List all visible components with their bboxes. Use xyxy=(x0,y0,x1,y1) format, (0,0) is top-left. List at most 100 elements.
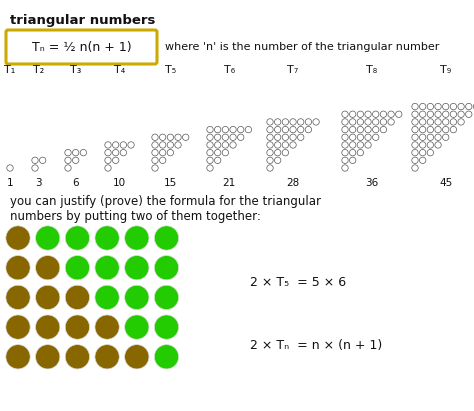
Circle shape xyxy=(365,142,371,148)
Circle shape xyxy=(222,134,228,141)
Circle shape xyxy=(412,127,418,133)
Circle shape xyxy=(230,142,236,148)
Circle shape xyxy=(465,111,472,118)
Circle shape xyxy=(357,127,364,133)
Circle shape xyxy=(155,226,179,250)
Circle shape xyxy=(267,119,273,125)
Circle shape xyxy=(159,142,166,148)
Text: 21: 21 xyxy=(223,178,236,188)
Circle shape xyxy=(342,157,348,164)
Circle shape xyxy=(6,285,30,309)
Circle shape xyxy=(112,150,119,156)
Circle shape xyxy=(419,157,426,164)
Circle shape xyxy=(435,103,441,110)
Circle shape xyxy=(298,134,304,141)
Circle shape xyxy=(274,119,281,125)
Circle shape xyxy=(155,256,179,280)
Circle shape xyxy=(349,134,356,141)
Circle shape xyxy=(349,142,356,148)
Text: T₆: T₆ xyxy=(224,65,235,75)
Circle shape xyxy=(458,111,464,118)
Circle shape xyxy=(388,119,394,125)
Circle shape xyxy=(342,111,348,118)
Circle shape xyxy=(207,150,213,156)
Circle shape xyxy=(32,165,38,171)
Circle shape xyxy=(65,157,71,164)
Text: where 'n' is the number of the triangular number: where 'n' is the number of the triangula… xyxy=(165,42,439,52)
Circle shape xyxy=(342,134,348,141)
Circle shape xyxy=(159,157,166,164)
Circle shape xyxy=(290,127,296,133)
Circle shape xyxy=(342,119,348,125)
Circle shape xyxy=(290,119,296,125)
Circle shape xyxy=(342,150,348,156)
Circle shape xyxy=(65,150,71,156)
Circle shape xyxy=(36,256,60,280)
Circle shape xyxy=(357,150,364,156)
Circle shape xyxy=(7,165,13,171)
Circle shape xyxy=(167,142,173,148)
Circle shape xyxy=(357,142,364,148)
Circle shape xyxy=(458,103,464,110)
Circle shape xyxy=(65,285,90,309)
Circle shape xyxy=(419,127,426,133)
Circle shape xyxy=(443,103,449,110)
Circle shape xyxy=(36,345,60,369)
Circle shape xyxy=(349,150,356,156)
Circle shape xyxy=(282,127,289,133)
Circle shape xyxy=(427,134,434,141)
Circle shape xyxy=(152,157,158,164)
Text: 2 × Tₙ  = n × (n + 1): 2 × Tₙ = n × (n + 1) xyxy=(250,339,382,351)
Circle shape xyxy=(6,345,30,369)
Circle shape xyxy=(214,127,221,133)
Circle shape xyxy=(230,127,236,133)
Text: 28: 28 xyxy=(286,178,300,188)
Circle shape xyxy=(313,119,319,125)
Circle shape xyxy=(443,119,449,125)
Circle shape xyxy=(267,127,273,133)
Circle shape xyxy=(155,285,179,309)
Circle shape xyxy=(120,142,127,148)
Circle shape xyxy=(95,256,119,280)
Circle shape xyxy=(373,111,379,118)
Circle shape xyxy=(65,256,90,280)
Circle shape xyxy=(419,119,426,125)
Circle shape xyxy=(274,127,281,133)
Circle shape xyxy=(450,103,456,110)
Circle shape xyxy=(95,226,119,250)
Circle shape xyxy=(65,345,90,369)
Circle shape xyxy=(365,119,371,125)
Circle shape xyxy=(373,119,379,125)
Circle shape xyxy=(182,134,189,141)
Circle shape xyxy=(125,285,149,309)
Circle shape xyxy=(349,157,356,164)
Text: Tₙ = ½ n(n + 1): Tₙ = ½ n(n + 1) xyxy=(32,41,131,53)
Circle shape xyxy=(207,142,213,148)
Circle shape xyxy=(282,150,289,156)
Circle shape xyxy=(305,119,311,125)
Circle shape xyxy=(155,315,179,339)
Circle shape xyxy=(214,157,221,164)
Circle shape xyxy=(214,150,221,156)
Circle shape xyxy=(267,165,273,171)
Circle shape xyxy=(450,111,456,118)
Circle shape xyxy=(214,142,221,148)
Circle shape xyxy=(95,315,119,339)
Circle shape xyxy=(419,111,426,118)
Circle shape xyxy=(167,134,173,141)
Circle shape xyxy=(73,157,79,164)
Circle shape xyxy=(125,256,149,280)
Circle shape xyxy=(152,165,158,171)
Circle shape xyxy=(207,165,213,171)
Circle shape xyxy=(267,157,273,164)
Circle shape xyxy=(6,256,30,280)
Circle shape xyxy=(357,119,364,125)
Circle shape xyxy=(105,157,111,164)
Circle shape xyxy=(36,315,60,339)
Circle shape xyxy=(95,345,119,369)
Circle shape xyxy=(155,345,179,369)
Circle shape xyxy=(412,165,418,171)
Circle shape xyxy=(32,157,38,164)
Circle shape xyxy=(125,345,149,369)
Circle shape xyxy=(290,134,296,141)
